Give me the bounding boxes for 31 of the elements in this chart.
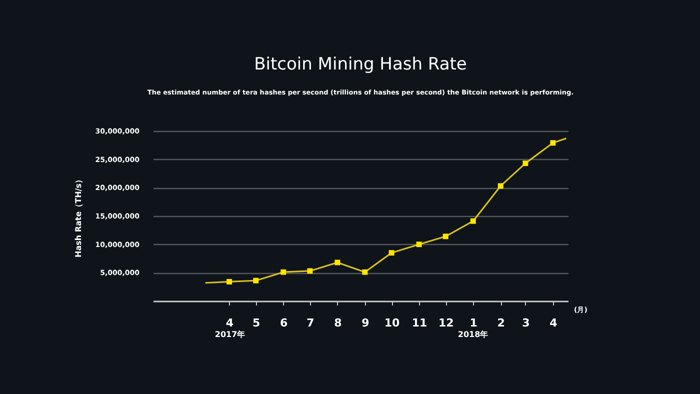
x-tick-label: 3 xyxy=(522,316,530,330)
x-tick-label: 10 xyxy=(384,316,400,330)
x-tick-label: 11 xyxy=(412,316,428,330)
x-tick-label: 8 xyxy=(334,316,342,330)
text: 2018年 xyxy=(458,330,488,339)
point xyxy=(362,269,368,275)
point xyxy=(550,140,556,146)
x-tick-label: 6 xyxy=(280,316,288,330)
point xyxy=(416,242,422,248)
text: 2017年 xyxy=(214,330,246,339)
point xyxy=(388,250,394,256)
x-tick-label: 9 xyxy=(362,316,370,330)
x-tick-label: 7 xyxy=(306,316,314,330)
x-tick-label: 2 xyxy=(497,316,505,330)
point xyxy=(307,268,313,274)
point xyxy=(522,160,528,166)
point xyxy=(334,260,340,266)
point xyxy=(470,218,476,224)
point xyxy=(498,183,504,189)
point xyxy=(442,234,448,240)
x-tick-label: 4 xyxy=(550,316,558,330)
point xyxy=(226,278,232,284)
chart-title: Bitcoin Mining Hash Rate xyxy=(254,54,467,74)
x-tick-label: 12 xyxy=(438,316,454,330)
point xyxy=(280,269,286,275)
x-tick-label: 4 xyxy=(226,316,234,330)
line-series xyxy=(204,138,568,284)
x-tick-label: 5 xyxy=(252,316,260,330)
x-tick-label: 1 xyxy=(470,316,478,330)
point xyxy=(253,278,259,284)
y-axis-title: Hash Rate（TH/s） xyxy=(74,176,84,258)
